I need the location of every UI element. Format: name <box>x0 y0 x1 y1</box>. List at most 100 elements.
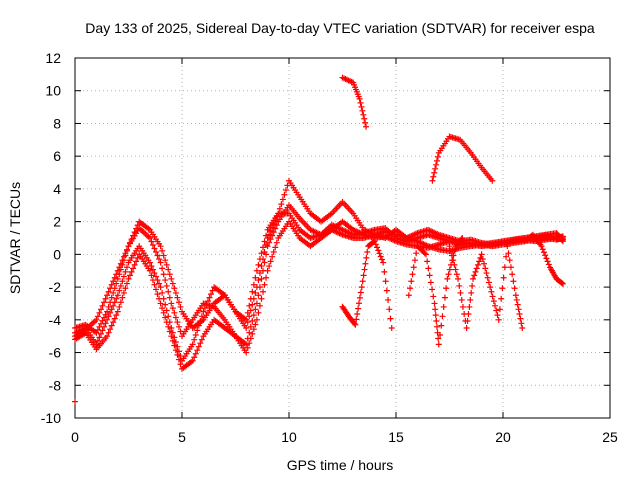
data-point <box>431 300 438 307</box>
data-point-dense <box>476 258 483 265</box>
data-point-dense <box>433 161 440 168</box>
data-point-dense <box>133 225 140 232</box>
data-point-dense <box>450 257 457 264</box>
data-point-dense <box>110 319 117 326</box>
data-point-dense <box>113 271 120 278</box>
data-point <box>371 238 378 245</box>
data-point <box>243 316 250 323</box>
data-point <box>363 123 370 130</box>
data-point-dense <box>407 285 414 292</box>
data-point-dense <box>156 256 163 263</box>
data-point <box>504 243 511 250</box>
data-point-dense <box>439 313 446 320</box>
data-point-dense <box>363 254 370 261</box>
data-point-dense <box>386 306 393 313</box>
data-point-dense <box>127 239 134 246</box>
data-point-dense <box>256 270 263 277</box>
data-point-dense <box>101 323 108 330</box>
y-tick-label: 10 <box>45 83 61 99</box>
data-point-dense <box>122 285 129 292</box>
data-point <box>125 243 132 250</box>
data-point-dense <box>119 294 126 301</box>
data-point-dense <box>266 231 273 238</box>
data-point-dense <box>154 291 161 298</box>
data-point-dense <box>545 261 552 268</box>
data-point-dense <box>410 264 417 271</box>
data-point-dense <box>468 289 475 296</box>
data-point-dense <box>425 265 432 272</box>
data-point-dense <box>261 281 268 288</box>
data-point-dense <box>111 274 118 281</box>
series-track-e <box>339 74 370 130</box>
data-point-dense <box>263 232 270 239</box>
data-point-dense <box>355 305 362 312</box>
data-point-dense <box>159 305 166 312</box>
data-point-dense <box>385 296 392 303</box>
data-point-dense <box>258 295 265 302</box>
data-point-dense <box>498 295 505 302</box>
data-point-dense <box>153 249 160 256</box>
data-point-dense <box>246 313 253 320</box>
data-point-dense <box>261 238 268 245</box>
data-point-dense <box>246 302 253 309</box>
data-point <box>264 267 271 274</box>
data-point-dense <box>382 278 389 285</box>
data-point-dense <box>197 340 204 347</box>
data-point-dense <box>267 236 274 243</box>
data-point <box>168 275 175 282</box>
series-track-g <box>339 238 395 331</box>
data-point-dense <box>506 257 513 264</box>
data-point <box>146 259 153 266</box>
data-point-dense <box>465 310 472 317</box>
data-point-dense <box>151 270 158 277</box>
data-point-dense <box>102 311 109 318</box>
data-point-dense <box>208 291 215 298</box>
data-point-dense <box>134 222 141 229</box>
data-point-dense <box>260 244 267 251</box>
data-point <box>487 284 494 291</box>
data-point-dense <box>360 272 367 279</box>
data-point-dense <box>503 253 510 260</box>
data-point-dense <box>128 236 135 243</box>
data-point-dense <box>105 329 112 336</box>
data-point-dense <box>458 296 465 303</box>
data-point-dense <box>116 264 123 271</box>
data-point-dense <box>474 261 481 268</box>
data-point <box>559 280 566 287</box>
data-point-dense <box>107 309 114 316</box>
data-point-dense <box>281 191 288 198</box>
data-point-dense <box>108 322 115 329</box>
data-point-dense <box>471 272 478 279</box>
data-point-dense <box>266 239 273 246</box>
data-point <box>114 292 121 299</box>
data-point <box>93 329 100 336</box>
data-point-dense <box>171 334 178 341</box>
data-point-dense <box>509 271 516 278</box>
data-point <box>356 95 363 102</box>
data-point-dense <box>123 264 130 271</box>
data-point-dense <box>160 252 167 259</box>
data-point <box>478 251 485 258</box>
data-point-dense <box>175 299 182 306</box>
data-point-dense <box>159 265 166 272</box>
data-point-dense <box>452 266 459 273</box>
data-point-dense <box>252 289 259 296</box>
data-point <box>470 275 477 282</box>
data-point-dense <box>249 301 256 308</box>
data-point-dense <box>499 285 506 292</box>
data-point-dense <box>429 286 436 293</box>
data-point-dense <box>116 287 123 294</box>
data-point-dense <box>149 266 156 273</box>
y-tick-label: 0 <box>53 246 61 262</box>
data-point-dense <box>377 253 384 260</box>
data-point-dense <box>441 294 448 301</box>
data-point-dense <box>105 303 112 310</box>
data-point-dense <box>246 329 253 336</box>
data-point-dense <box>364 249 371 256</box>
data-point-dense <box>426 272 433 279</box>
data-point-dense <box>489 293 496 300</box>
data-point-dense <box>120 289 127 296</box>
data-point <box>352 321 359 328</box>
data-point-dense <box>122 250 129 257</box>
data-point-dense <box>113 280 120 287</box>
